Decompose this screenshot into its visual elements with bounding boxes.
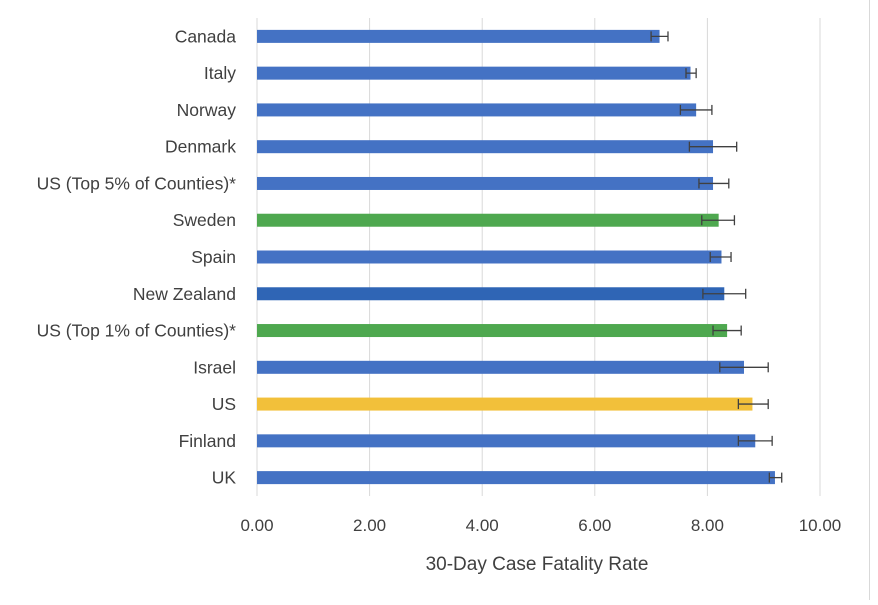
category-label: Norway <box>177 100 237 120</box>
category-labels: Canada Italy Norway Denmark US (Top 5% of Co… <box>37 26 237 487</box>
error-bar <box>685 68 697 79</box>
bar <box>257 213 719 227</box>
error-bar <box>702 288 747 299</box>
category-label: Spain <box>191 247 236 267</box>
error-bar <box>679 104 713 115</box>
chart-border-right <box>869 0 870 600</box>
bar <box>257 360 744 374</box>
bar <box>257 471 775 485</box>
bar <box>257 250 722 264</box>
x-tick-label: 10.00 <box>799 516 842 535</box>
x-axis-title: 30-Day Case Fatality Rate <box>426 554 649 575</box>
error-bar <box>737 435 773 446</box>
category-label: US (Top 5% of Counties)* <box>37 173 237 193</box>
bar <box>257 140 714 154</box>
bar <box>257 66 691 80</box>
category-label: Denmark <box>165 137 236 157</box>
x-tick-label: 0.00 <box>240 516 273 535</box>
error-bar <box>698 178 730 189</box>
x-tick-label: 8.00 <box>691 516 724 535</box>
category-label: Finland <box>179 431 236 451</box>
error-bar <box>768 472 783 483</box>
category-label: Canada <box>175 26 237 46</box>
category-label: New Zealand <box>133 284 236 304</box>
x-tick-label: 4.00 <box>466 516 499 535</box>
bar <box>257 287 725 301</box>
error-bar <box>650 31 669 42</box>
category-label: Italy <box>204 63 236 83</box>
category-label: Israel <box>193 357 236 377</box>
error-bar <box>709 252 732 262</box>
error-bar <box>712 325 742 336</box>
error-bar <box>719 362 769 373</box>
error-bars <box>650 31 783 483</box>
error-bar <box>701 215 736 226</box>
category-label: UK <box>212 468 237 488</box>
category-label: US (Top 1% of Counties)* <box>37 321 237 341</box>
category-label: US <box>212 394 236 414</box>
bar <box>257 397 753 411</box>
bar <box>257 324 728 338</box>
category-label: Sweden <box>173 210 236 230</box>
bar <box>257 103 697 117</box>
error-bar <box>688 141 738 152</box>
bar <box>257 29 660 43</box>
x-tick-label: 6.00 <box>578 516 611 535</box>
x-tick-labels: 0.00 2.00 4.00 6.00 8.00 10.00 <box>240 516 841 535</box>
bar <box>257 176 714 190</box>
bar <box>257 434 756 448</box>
bars <box>257 29 775 485</box>
x-tick-label: 2.00 <box>353 516 386 535</box>
error-bar <box>737 399 769 410</box>
